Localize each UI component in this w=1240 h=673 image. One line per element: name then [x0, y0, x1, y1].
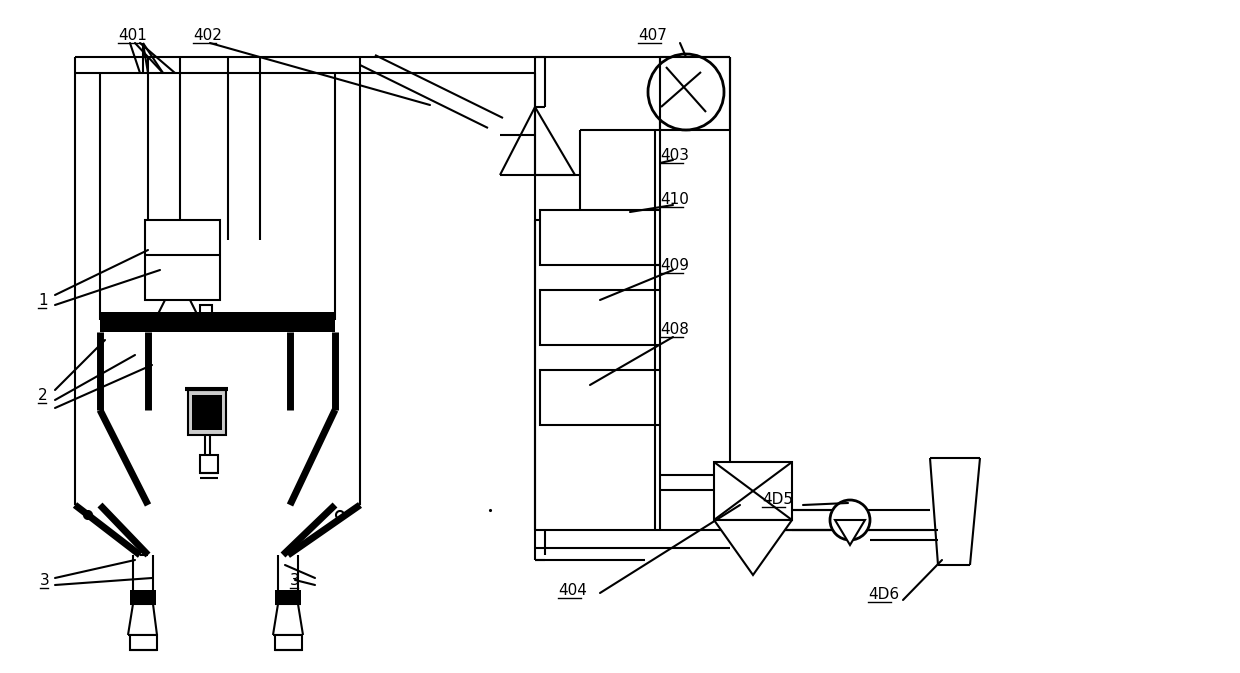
Bar: [200, 455, 218, 473]
Text: 410: 410: [660, 192, 689, 207]
Bar: [188, 390, 226, 435]
Text: 4D6: 4D6: [868, 587, 899, 602]
Bar: [200, 305, 212, 317]
Text: 403: 403: [660, 148, 689, 163]
Text: 3: 3: [290, 573, 300, 588]
Text: 3: 3: [40, 573, 50, 588]
Polygon shape: [835, 520, 866, 545]
Bar: [130, 635, 157, 650]
Polygon shape: [714, 520, 792, 575]
Text: 4D5: 4D5: [763, 492, 794, 507]
Text: 408: 408: [660, 322, 689, 337]
Bar: [275, 590, 301, 604]
Bar: [145, 220, 219, 300]
Bar: [539, 210, 655, 265]
Circle shape: [649, 54, 724, 130]
Circle shape: [830, 500, 870, 540]
Text: 404: 404: [558, 583, 587, 598]
Text: 2: 2: [38, 388, 47, 403]
Text: 1: 1: [38, 293, 47, 308]
Bar: [192, 395, 222, 430]
Bar: [130, 590, 156, 604]
Text: 401: 401: [118, 28, 146, 43]
Text: 402: 402: [193, 28, 222, 43]
Text: 409: 409: [660, 258, 689, 273]
Text: 407: 407: [639, 28, 667, 43]
Bar: [275, 635, 303, 650]
Bar: [539, 290, 655, 345]
Bar: [714, 462, 792, 520]
Bar: [100, 312, 335, 332]
Bar: [539, 370, 655, 425]
